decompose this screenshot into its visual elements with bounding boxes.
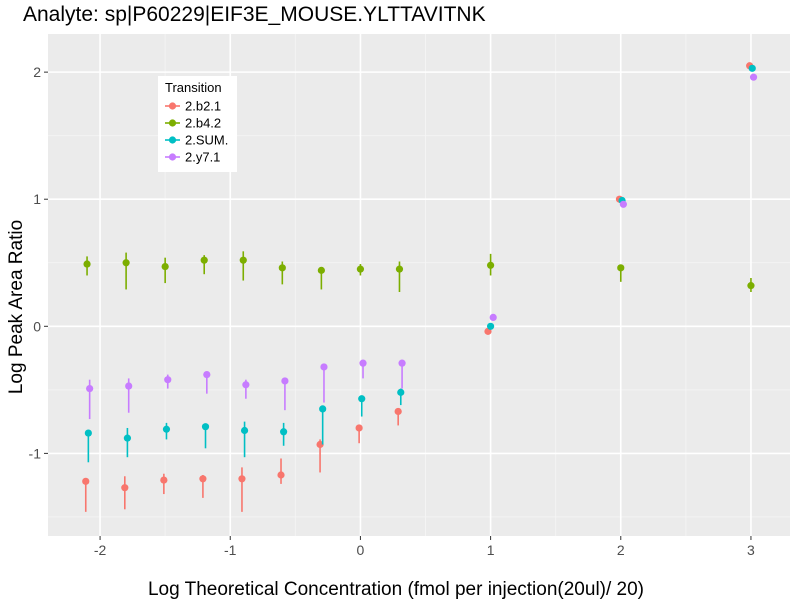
- data-point: [280, 428, 288, 436]
- series-2-y7-1: [86, 73, 758, 420]
- x-tick-label: -1: [224, 542, 237, 558]
- data-point: [164, 376, 172, 384]
- y-tick-label: 2: [33, 64, 41, 80]
- x-tick-label: 0: [357, 542, 365, 558]
- x-axis-label: Log Theoretical Concentration (fmol per …: [148, 579, 644, 600]
- data-point: [242, 381, 250, 389]
- x-tick-label: 3: [747, 542, 755, 558]
- data-point: [278, 264, 286, 272]
- data-point: [395, 265, 404, 273]
- data-marks: [82, 62, 758, 512]
- data-point: [199, 475, 207, 483]
- data-point: [125, 382, 133, 390]
- data-point: [617, 264, 625, 272]
- legend: Transition 2.b2.1 2.b4.2 2.SUM. 2.y7.1: [158, 76, 237, 172]
- x-tick-label: 1: [487, 542, 495, 558]
- data-point: [359, 359, 367, 367]
- x-tick-label: 2: [617, 542, 625, 558]
- data-point: [355, 424, 363, 432]
- data-point: [317, 266, 325, 274]
- data-point: [239, 256, 247, 264]
- data-point: [162, 425, 171, 433]
- legend-title: Transition: [165, 80, 222, 95]
- data-point: [203, 370, 211, 379]
- data-point: [397, 388, 405, 396]
- data-point: [84, 429, 92, 437]
- data-point: [281, 377, 289, 385]
- data-point: [160, 476, 168, 484]
- data-point: [489, 313, 497, 322]
- data-point: [748, 64, 756, 72]
- y-tick-label: 1: [33, 191, 41, 207]
- legend-key-point: [168, 119, 177, 127]
- y-axis-label: Log Peak Area Ratio: [6, 220, 27, 394]
- data-point: [747, 282, 755, 290]
- legend-key-point: [168, 102, 177, 110]
- data-point: [161, 262, 169, 271]
- data-point: [123, 434, 132, 442]
- data-point: [277, 471, 285, 479]
- legend-label: 2.SUM.: [185, 133, 228, 148]
- data-point: [320, 363, 328, 371]
- data-point: [486, 322, 495, 330]
- data-point: [319, 405, 327, 413]
- data-point: [749, 73, 758, 81]
- legend-key-point: [168, 153, 177, 161]
- legend-key-point: [168, 136, 177, 144]
- chart-title: Analyte: sp|P60229|EIF3E_MOUSE.YLTTAVITN…: [23, 3, 486, 26]
- data-point: [398, 359, 406, 367]
- data-point: [238, 475, 246, 483]
- data-point: [619, 200, 627, 208]
- legend-label: 2.b2.1: [185, 99, 221, 114]
- data-point: [394, 407, 402, 416]
- data-point: [240, 426, 249, 435]
- series-2-b4-2: [83, 251, 755, 292]
- data-point: [316, 440, 324, 449]
- axis-ticks: -2 -1 0 1 2 3 -1 0 1 2: [29, 64, 756, 558]
- data-point: [121, 484, 129, 492]
- data-point: [358, 395, 366, 403]
- data-point: [82, 477, 90, 485]
- x-tick-label: -2: [94, 542, 107, 558]
- data-point: [356, 265, 365, 273]
- data-point: [201, 423, 210, 431]
- data-point: [83, 260, 91, 268]
- legend-label: 2.b4.2: [185, 116, 221, 131]
- legend-label: 2.y7.1: [185, 150, 220, 165]
- data-point: [86, 384, 94, 393]
- y-tick-label: -1: [29, 445, 42, 461]
- y-tick-label: 0: [33, 318, 41, 334]
- data-point: [200, 256, 208, 264]
- series-2-b2-1: [82, 62, 754, 512]
- data-point: [486, 261, 495, 269]
- data-point: [122, 259, 130, 267]
